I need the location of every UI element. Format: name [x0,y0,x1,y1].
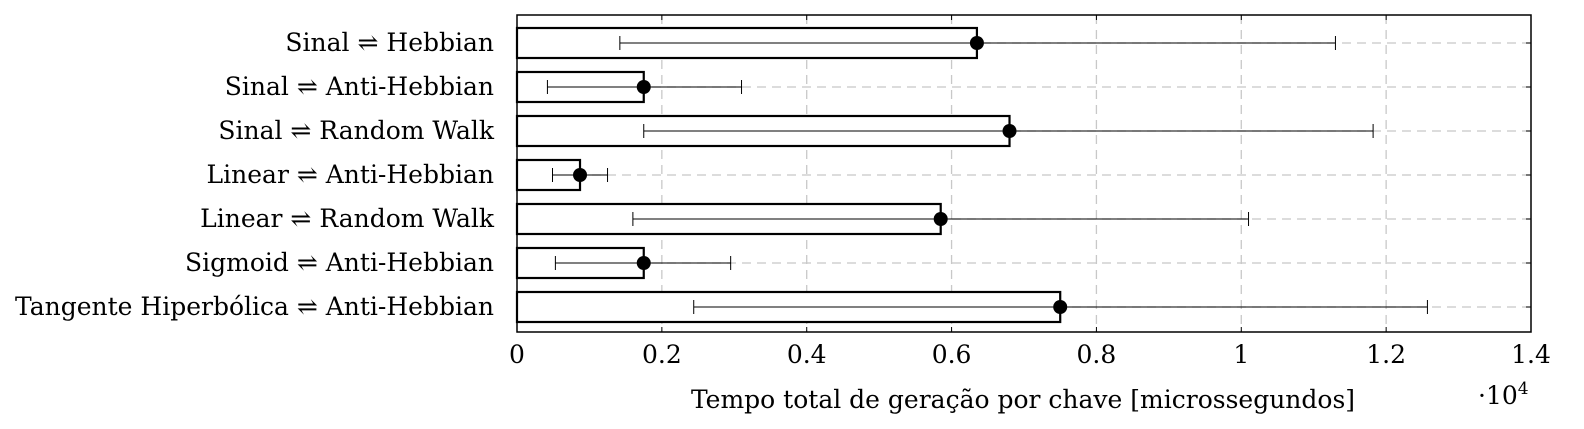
x-tick-label: 1.2 [1366,340,1406,369]
x-tick-label: 1 [1233,340,1249,369]
category-label: Linear ⇌ Random Walk [200,204,495,233]
x-tick-label: 1.4 [1511,340,1551,369]
x-tick-label: 0.6 [932,340,972,369]
x-axis-ticks: 0 0.2 0.4 0.6 0.8 1 1.2 1.4 [509,15,1551,369]
mean-marker [573,168,588,182]
x-tick-label: 0.2 [642,340,682,369]
mean-marker [636,256,651,270]
grid-lines [517,15,1531,332]
category-labels: Sinal ⇌ Hebbian Sinal ⇌ Anti-Hebbian Sinal… [15,28,495,321]
mean-marker [969,36,984,50]
x-scale-multiplier: ·104 [1478,379,1529,410]
mean-marker [933,212,948,226]
category-label: Sinal ⇌ Anti-Hebbian [225,72,494,101]
category-label: Sigmoid ⇌ Anti-Hebbian [185,248,494,277]
x-scale-exponent: 4 [1518,379,1529,399]
mean-marker [636,80,651,94]
x-tick-label: 0.8 [1077,340,1117,369]
mean-marker [1053,300,1068,314]
mean-markers [573,36,1068,314]
x-axis-label: Tempo total de geração por chave [micros… [691,385,1355,414]
x-tick-label: 0 [509,340,525,369]
category-label: Sinal ⇌ Random Walk [218,116,494,145]
plot-frame [516,14,1532,333]
category-label: Sinal ⇌ Hebbian [285,28,494,57]
mean-marker [1002,124,1017,138]
x-tick-label: 0.4 [787,340,827,369]
x-scale-base: ·10 [1478,381,1518,410]
category-label: Linear ⇌ Anti-Hebbian [207,160,494,189]
category-label: Tangente Hiperbólica ⇌ Anti-Hebbian [15,292,494,321]
